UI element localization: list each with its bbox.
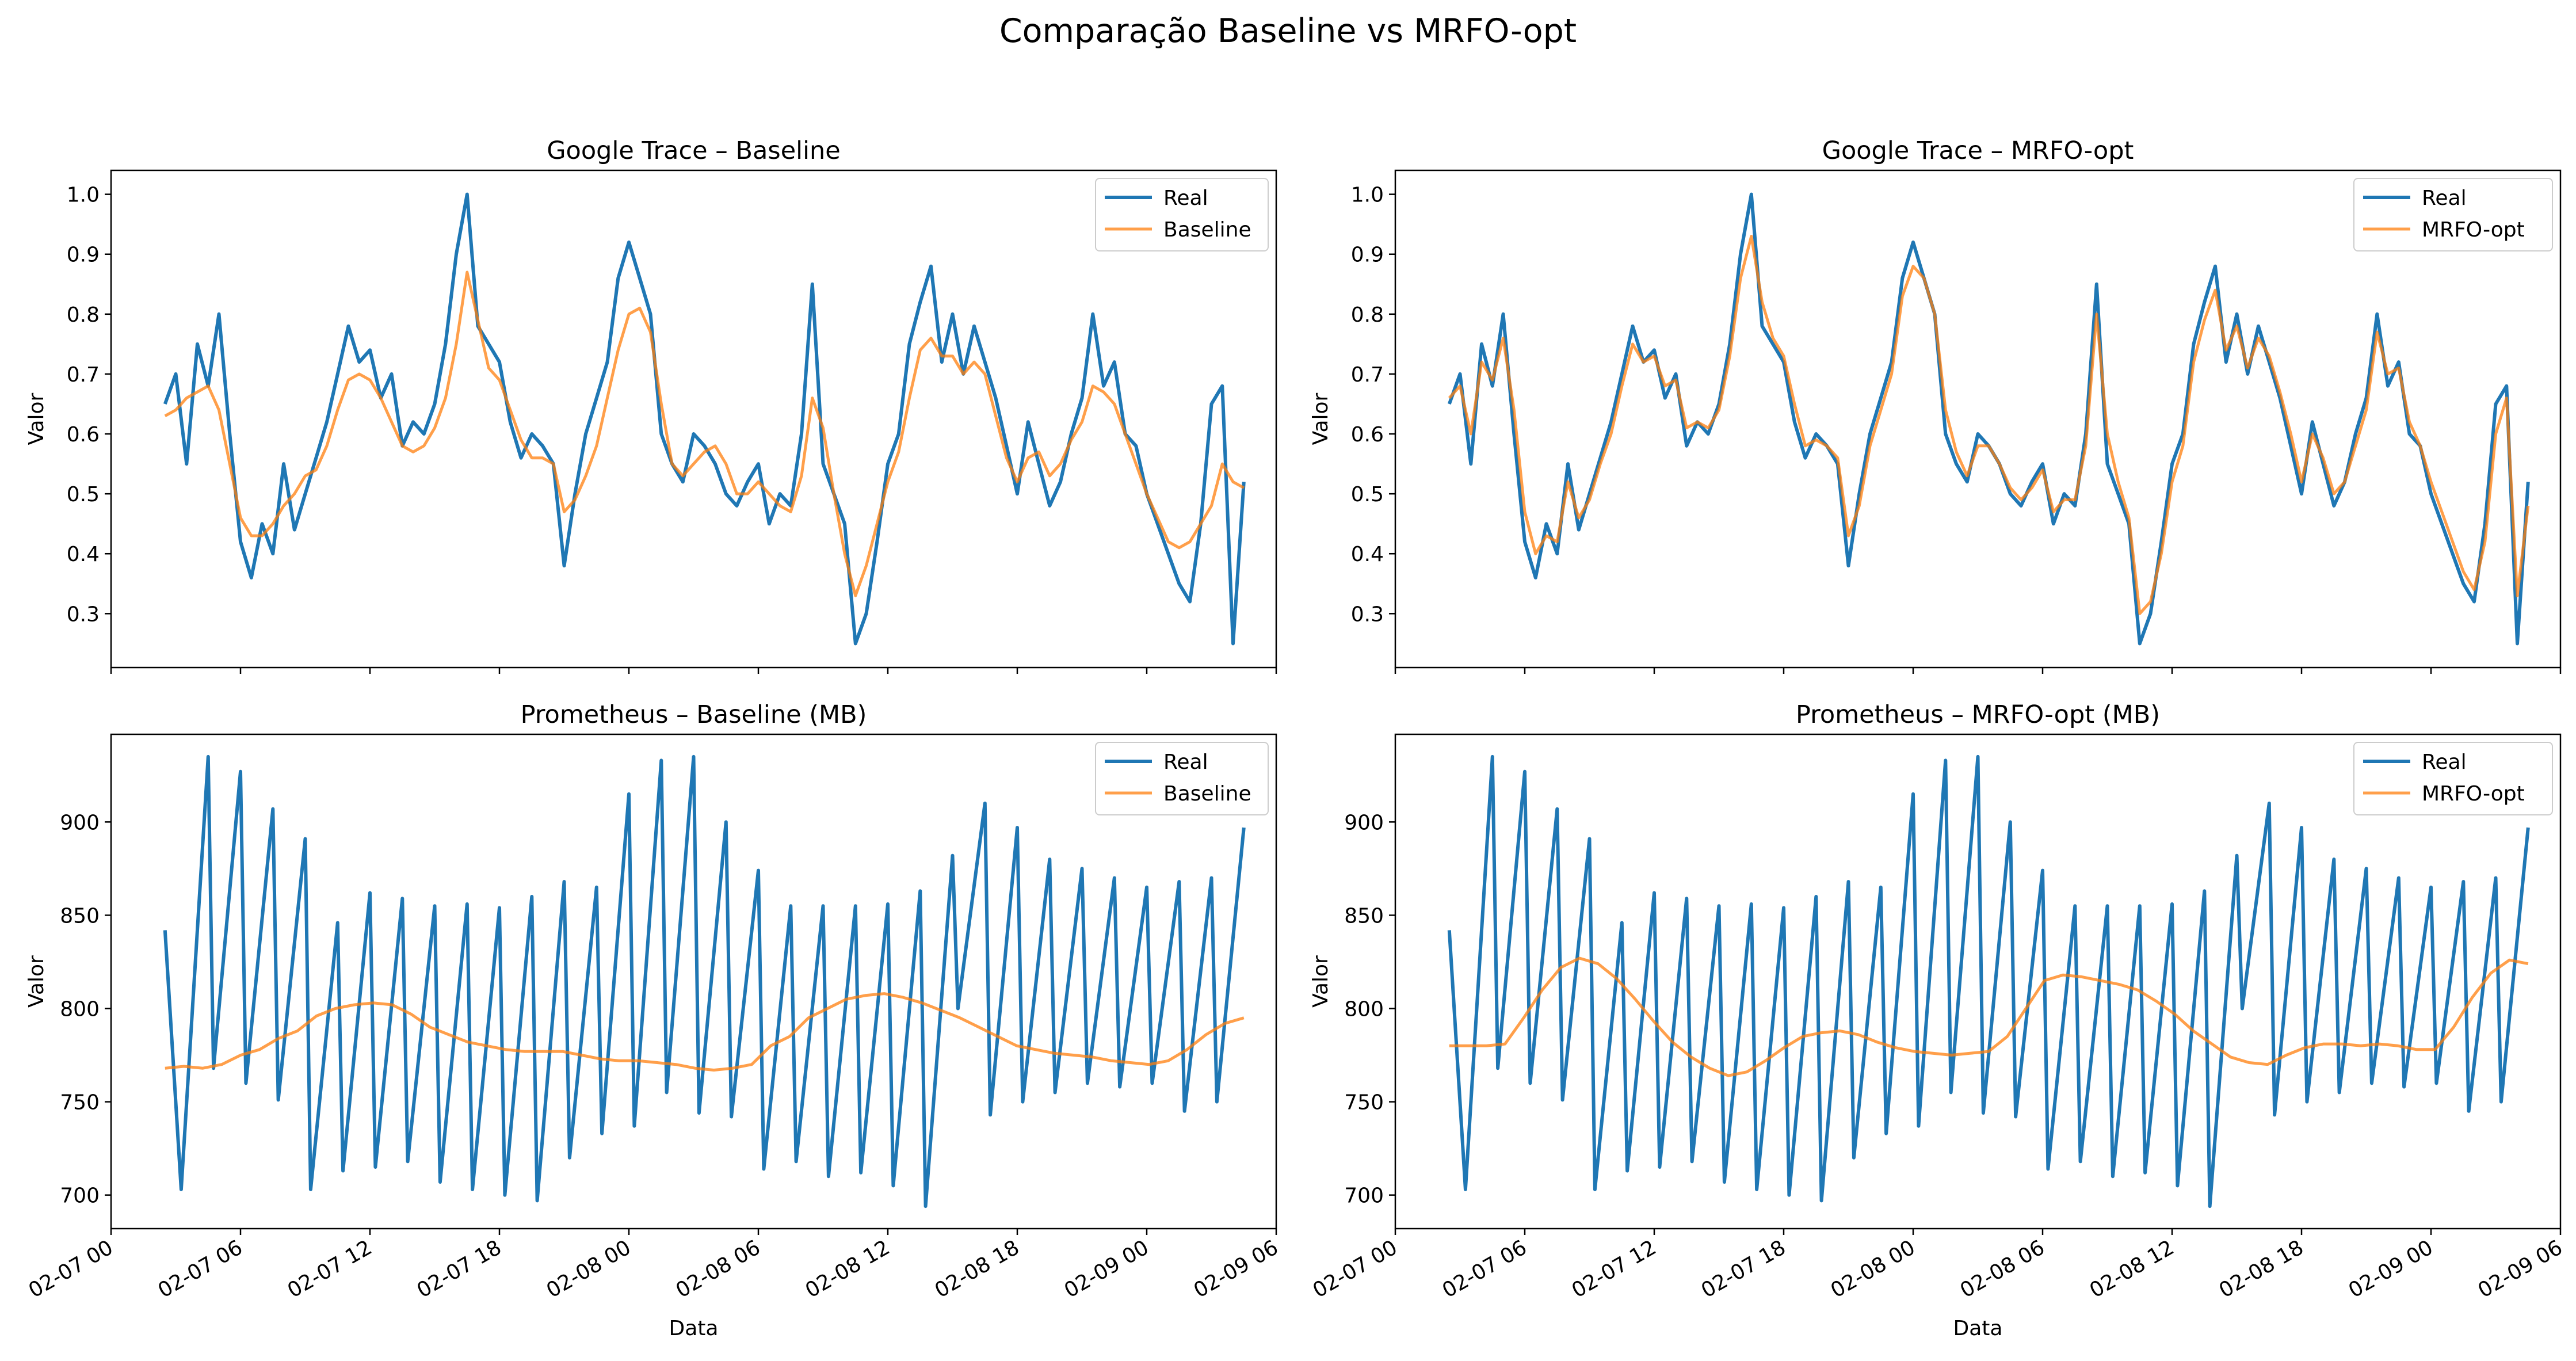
y-tick-label: 850 <box>60 904 100 928</box>
y-tick-label: 1.0 <box>1351 184 1384 207</box>
y-tick-label: 0.5 <box>1351 483 1384 506</box>
axes-frame <box>1394 733 2562 1230</box>
x-tick-label: 02-09 00 <box>1060 1236 1153 1302</box>
legend-label: Baseline <box>1163 218 1251 242</box>
y-tick-label: 1.0 <box>67 184 100 207</box>
y-tick-label: 0.8 <box>1351 303 1384 327</box>
x-tick-label: 02-07 00 <box>1309 1236 1402 1302</box>
x-tick-label: 02-08 06 <box>672 1236 765 1302</box>
chart-title: Google Trace – Baseline <box>547 136 841 165</box>
axes-frame <box>110 169 1277 669</box>
y-tick-label: 700 <box>1344 1184 1384 1208</box>
chart-google-trace-baseline: Google Trace – Baseline 0.3 0.4 0.5 0.6 0.7 0.… <box>25 136 1277 674</box>
legend-label: Baseline <box>1163 782 1251 806</box>
y-tick-label: 750 <box>60 1091 100 1115</box>
x-tick-label: 02-07 12 <box>284 1236 376 1302</box>
x-tick-label: 02-07 18 <box>413 1236 506 1302</box>
y-tick-label: 0.7 <box>1351 363 1384 387</box>
x-tick-label: 02-07 06 <box>1438 1236 1531 1302</box>
y-tick-label: 850 <box>1344 904 1384 928</box>
x-tick-label: 02-09 00 <box>2345 1236 2437 1302</box>
series-line-real <box>1447 192 2530 646</box>
legend-label: Real <box>2422 186 2467 210</box>
x-tick-label: 02-08 06 <box>1956 1236 2049 1302</box>
chart-prometheus-mrfo-opt: Prometheus – MRFO-opt (MB) 700 750 800 850 90… <box>1309 700 2567 1340</box>
x-tick-label: 02-07 18 <box>1697 1236 1790 1302</box>
y-tick-label: 0.5 <box>67 483 100 506</box>
x-tick-label: 02-07 12 <box>1568 1236 1661 1302</box>
y-tick-label: 0.7 <box>67 363 100 387</box>
series-line-real <box>163 192 1246 646</box>
x-tick-label: 02-07 06 <box>154 1236 247 1302</box>
y-tick-label: 0.8 <box>67 303 100 327</box>
axes-frame <box>110 733 1277 1230</box>
x-tick-label: 02-07 00 <box>25 1236 117 1302</box>
x-tick-label: 02-08 12 <box>802 1236 894 1302</box>
y-tick-label: 0.3 <box>1351 603 1384 626</box>
legend-label: Real <box>1163 186 1208 210</box>
series-line-mrfo-opt <box>1449 956 2529 1077</box>
y-tick-label: 0.6 <box>1351 423 1384 447</box>
y-axis-label: Valor <box>1309 392 1333 445</box>
series-line-real <box>163 754 1246 1208</box>
chart-title: Prometheus – MRFO-opt (MB) <box>1796 700 2160 729</box>
y-tick-label: 700 <box>60 1184 100 1208</box>
x-tick-label: 02-08 18 <box>2215 1236 2308 1302</box>
y-axis-label: Valor <box>25 955 48 1008</box>
x-tick-label: 02-08 12 <box>2086 1236 2178 1302</box>
axes-frame <box>1394 169 2562 669</box>
x-tick-label: 02-09 06 <box>1190 1236 1283 1302</box>
y-tick-label: 800 <box>60 998 100 1021</box>
x-axis-label: Data <box>669 1317 719 1340</box>
y-axis-label: Valor <box>1309 955 1333 1008</box>
y-axis-label: Valor <box>25 392 48 445</box>
figure-suptitle: Comparação Baseline vs MRFO-opt <box>999 12 1577 50</box>
series-line-baseline <box>165 992 1245 1072</box>
x-tick-label: 02-09 06 <box>2474 1236 2567 1302</box>
y-tick-label: 900 <box>1344 811 1384 834</box>
legend-label: Real <box>1163 750 1208 774</box>
legend-label: MRFO-opt <box>2422 782 2525 806</box>
legend-label: MRFO-opt <box>2422 218 2525 242</box>
x-tick-label: 02-08 18 <box>931 1236 1024 1302</box>
chart-google-trace-mrfo-opt: Google Trace – MRFO-opt 0.3 0.4 0.5 0.6 0.7 0.… <box>1309 136 2562 674</box>
y-tick-label: 900 <box>60 811 100 834</box>
x-tick-label: 02-08 00 <box>543 1236 635 1302</box>
legend-label: Real <box>2422 750 2467 774</box>
chart-prometheus-baseline: Prometheus – Baseline (MB) 700 750 800 850 90… <box>25 700 1283 1340</box>
chart-title: Google Trace – MRFO-opt <box>1822 136 2134 165</box>
x-axis-label: Data <box>1953 1317 2003 1340</box>
series-line-mrfo-opt <box>1448 235 2530 615</box>
series-line-real <box>1447 754 2530 1208</box>
y-tick-label: 0.9 <box>67 243 100 267</box>
y-tick-label: 0.9 <box>1351 243 1384 267</box>
y-tick-label: 750 <box>1344 1091 1384 1115</box>
y-tick-label: 0.6 <box>67 423 100 447</box>
x-tick-label: 02-08 00 <box>1827 1236 1919 1302</box>
y-tick-label: 0.3 <box>67 603 100 626</box>
series-line-baseline <box>164 270 1245 597</box>
y-tick-label: 0.4 <box>67 543 100 566</box>
y-tick-label: 0.4 <box>1351 543 1384 566</box>
chart-title: Prometheus – Baseline (MB) <box>521 700 867 729</box>
y-tick-label: 800 <box>1344 998 1384 1021</box>
